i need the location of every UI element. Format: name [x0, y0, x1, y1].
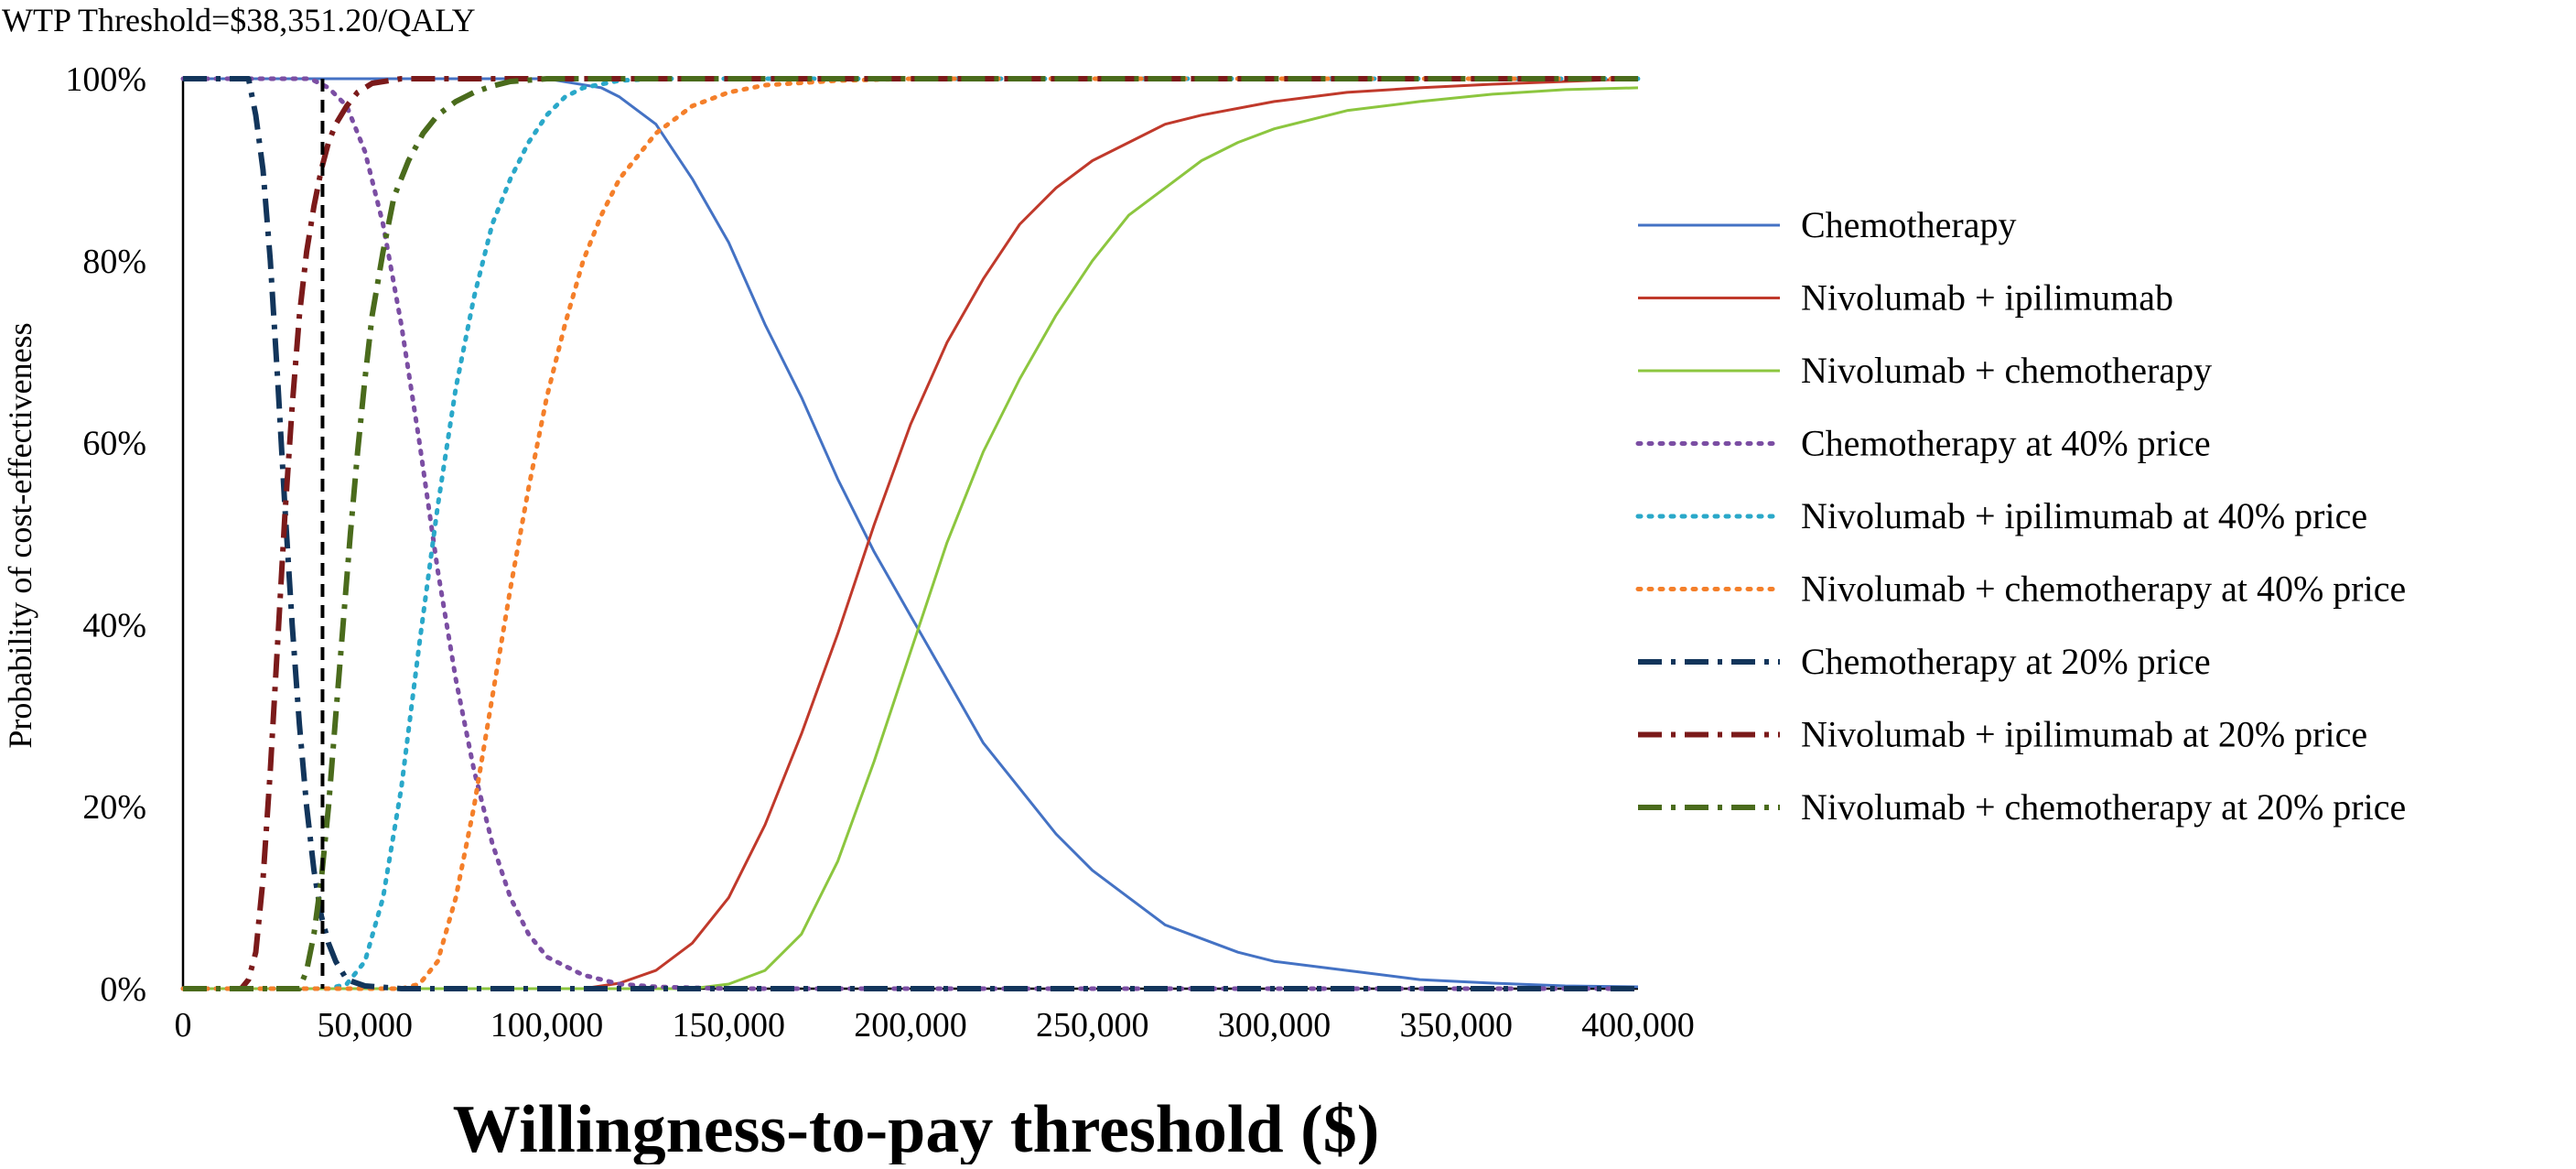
series-line-nivolumab-ipilimumab-at-20-price: [183, 76, 1638, 991]
legend-label: Nivolumab + chemotherapy: [1801, 350, 2212, 391]
legend-label: Nivolumab + chemotherapy at 20% price: [1801, 786, 2406, 828]
series-line-nivolumab-ipilimumab-at-40-price: [180, 76, 1641, 991]
x-tick-label: 50,000: [318, 1006, 414, 1045]
series-line-nivolumab-chemotherapy-at-20-price: [183, 76, 1638, 991]
x-tick-label: 250,000: [1036, 1006, 1149, 1045]
series-lines: [180, 76, 1641, 991]
legend-label: Nivolumab + ipilimumab at 40% price: [1801, 495, 2367, 536]
chart-title: WTP Threshold=$38,351.20/QALY: [2, 2, 476, 38]
legend-label: Nivolumab + ipilimumab: [1801, 277, 2173, 319]
x-tick-label: 350,000: [1400, 1006, 1514, 1045]
legend-label: Chemotherapy: [1801, 204, 2017, 245]
legend-label: Nivolumab + chemotherapy at 40% price: [1801, 568, 2406, 610]
y-tick-label: 100%: [65, 60, 146, 99]
x-axis-label: Willingness-to-pay threshold ($): [453, 1092, 1380, 1164]
x-tick-label: 100,000: [490, 1006, 604, 1045]
series-line-nivolumab-chemotherapy-at-40-price: [180, 76, 1641, 991]
legend: Chemotherapy Nivolumab + ipilimumab Nivolu…: [1635, 204, 2406, 828]
legend-label: Nivolumab + ipilimumab at 20% price: [1801, 714, 2367, 755]
series-line-chemotherapy-at-20-price: [183, 76, 1638, 991]
y-tick-label: 40%: [82, 606, 146, 644]
series-line-chemotherapy-at-40-price: [180, 76, 1641, 991]
legend-label: Chemotherapy at 40% price: [1801, 423, 2211, 464]
series-line-chemotherapy: [183, 77, 1639, 989]
x-tick-label: 200,000: [854, 1006, 967, 1045]
x-tick-label: 0: [175, 1006, 192, 1045]
axis-ticks: 0% 20% 40% 60% 80% 100% 0 50,000 100,000 150,000 2…: [65, 60, 1694, 1045]
x-tick-label: 150,000: [673, 1006, 786, 1045]
legend-label: Chemotherapy at 20% price: [1801, 641, 2211, 682]
x-tick-label: 400,000: [1581, 1006, 1695, 1045]
series-line-nivolumab-ipilimumab: [183, 77, 1639, 990]
y-tick-label: 20%: [82, 788, 146, 827]
y-tick-label: 60%: [82, 425, 146, 463]
y-tick-label: 80%: [82, 243, 146, 281]
series-line-nivolumab-chemotherapy: [183, 86, 1639, 990]
y-axis-label: Probability of cost-effectiveness: [2, 322, 38, 748]
x-tick-label: 300,000: [1218, 1006, 1331, 1045]
y-tick-label: 0%: [100, 970, 146, 1009]
